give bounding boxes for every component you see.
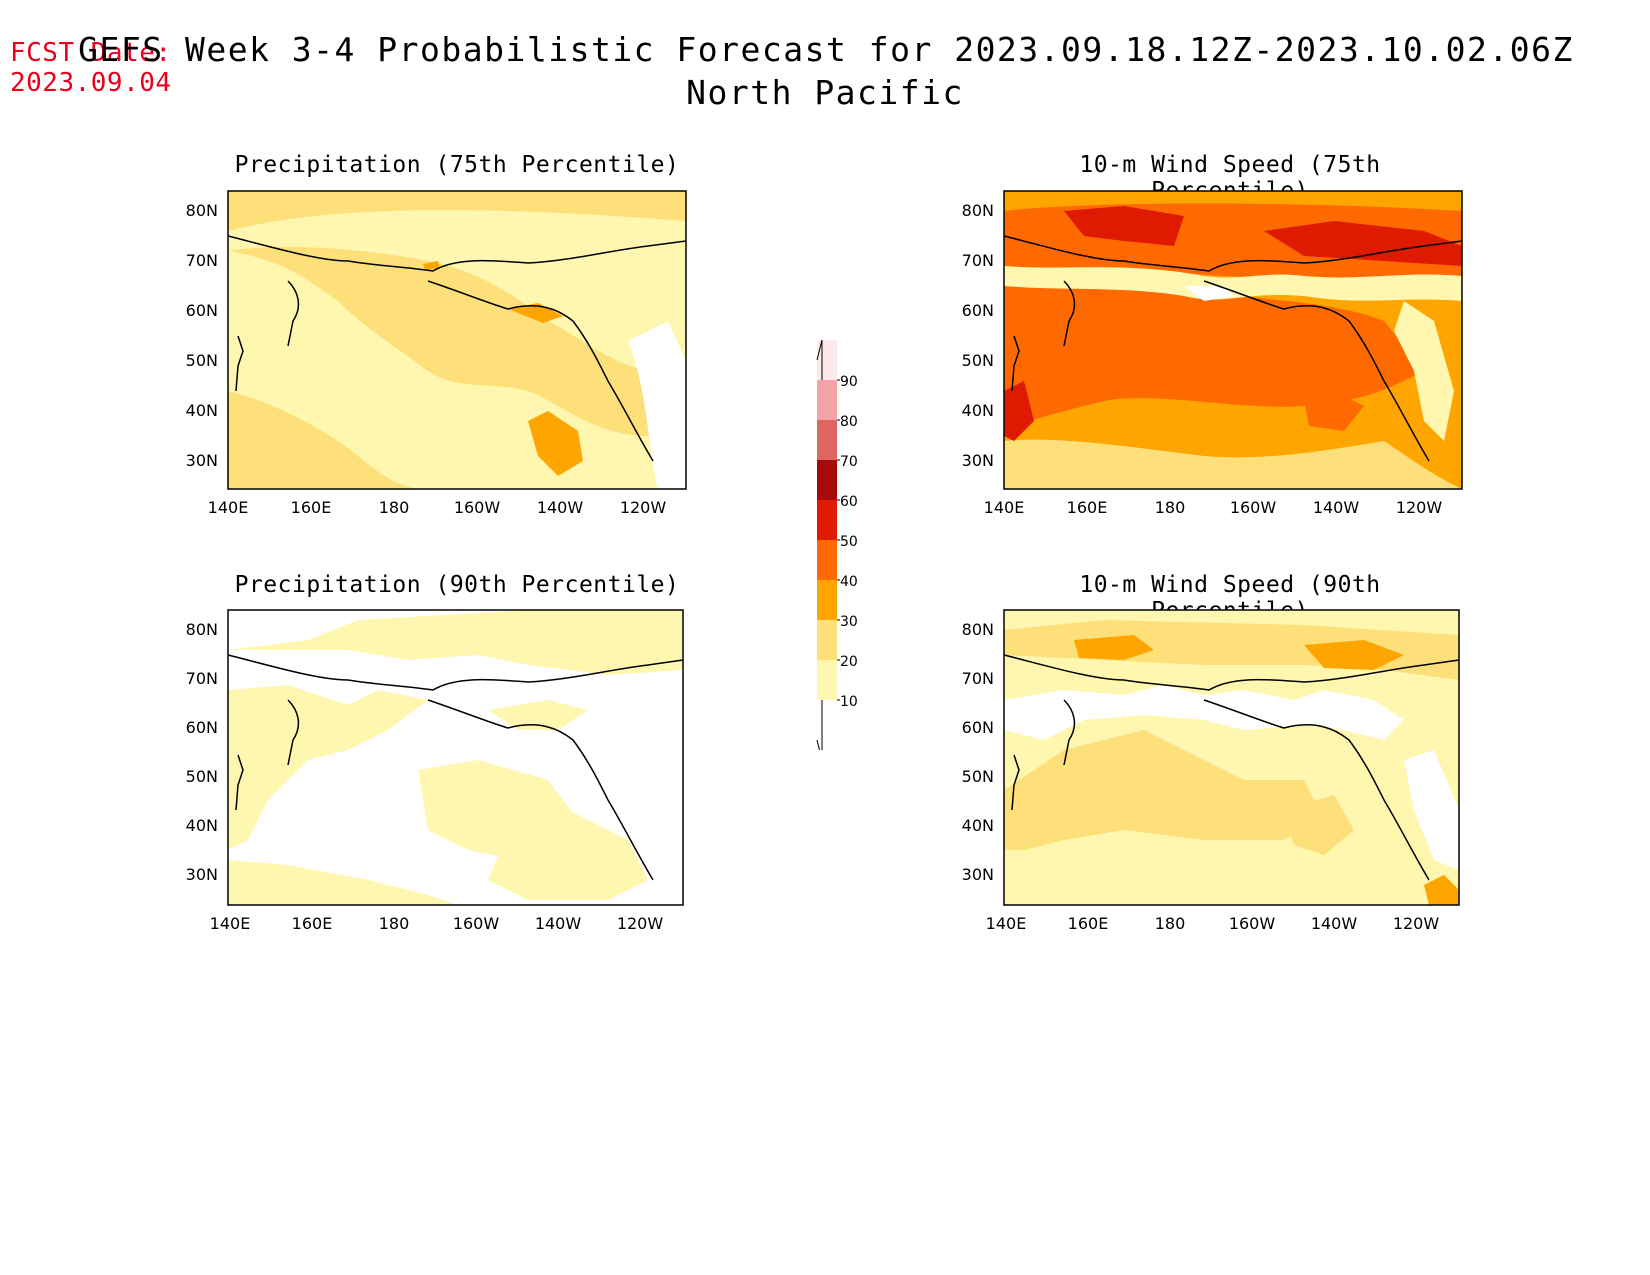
region-subtitle: North Pacific [686, 73, 964, 112]
lon-axis: 140E 160E 180 160W 140W 120W [986, 914, 1440, 933]
forecast-date-label: FCST Date: 2023.09.04 [10, 38, 172, 98]
lon-label: 180 [1155, 498, 1186, 517]
lon-label: 160W [1230, 498, 1277, 517]
lon-axis: 140E 160E 180 160W 140W 120W [984, 498, 1443, 517]
lat-axis: 80N 70N 60N 50N 40N 30N [186, 201, 218, 470]
lon-label: 180 [1155, 914, 1186, 933]
colorbar-label: 10 [840, 694, 858, 710]
lat-label: 60N [962, 301, 994, 320]
map-panel-wind-90: 80N 70N 60N 50N 40N 30N 140E 160E 180 16… [962, 609, 1460, 933]
colorbar-swatch [817, 660, 837, 700]
lon-label: 160E [1067, 498, 1108, 517]
page-title: GEFS Week 3-4 Probabilistic Forecast for… [0, 30, 1650, 112]
panel-title-precip-90: Precipitation (90th Percentile) [234, 572, 680, 598]
colorbar-label: 30 [840, 614, 858, 630]
lat-label: 70N [186, 669, 218, 688]
lon-label: 140E [986, 914, 1027, 933]
colorbar-label: 90 [840, 374, 858, 390]
colorbar-swatch [817, 460, 837, 500]
lon-label: 160W [1229, 914, 1276, 933]
colorbar-swatch [817, 380, 837, 420]
panel-title-precip-75: Precipitation (75th Percentile) [234, 152, 680, 178]
lat-label: 30N [186, 451, 218, 470]
fcst-date: 2023.09.04 [10, 68, 172, 98]
colorbar-label: 70 [840, 454, 858, 470]
lon-label: 140W [1311, 914, 1358, 933]
lon-label: 120W [1396, 498, 1443, 517]
map-panel-wind-75: 80N 70N 60N 50N 40N 30N 140E 160E 180 16… [962, 190, 1463, 517]
lat-label: 40N [186, 401, 218, 420]
lon-label: 140E [210, 914, 251, 933]
colorbar-label: 20 [840, 654, 858, 670]
lat-axis: 80N 70N 60N 50N 40N 30N [962, 620, 994, 884]
lon-label: 120W [617, 914, 664, 933]
lon-label: 160E [291, 498, 332, 517]
fcst-label: FCST Date: [10, 38, 172, 68]
lon-label: 160W [454, 498, 501, 517]
lat-label: 60N [186, 301, 218, 320]
lon-label: 160E [1068, 914, 1109, 933]
lat-axis: 80N 70N 60N 50N 40N 30N [186, 620, 218, 884]
lat-label: 30N [962, 865, 994, 884]
lon-label: 140E [984, 498, 1025, 517]
colorbar: 90 80 70 60 50 40 30 20 10 [816, 339, 858, 750]
colorbar-label: 80 [840, 414, 858, 430]
lon-label: 120W [1393, 914, 1440, 933]
lat-label: 30N [186, 865, 218, 884]
colorbar-swatch [817, 540, 837, 580]
lat-label: 60N [962, 718, 994, 737]
lon-axis: 140E 160E 180 160W 140W 120W [210, 914, 664, 933]
lon-label: 180 [379, 498, 410, 517]
lat-label: 30N [962, 451, 994, 470]
lat-label: 70N [962, 251, 994, 270]
map-panel-precip-75: 80N 70N 60N 50N 40N 30N 140E 160E 180 16… [186, 190, 687, 517]
colorbar-label: 40 [840, 574, 858, 590]
colorbar-label: 60 [840, 494, 858, 510]
lat-label: 50N [186, 351, 218, 370]
lon-label: 140W [537, 498, 584, 517]
lat-label: 60N [186, 718, 218, 737]
lat-label: 50N [962, 351, 994, 370]
lat-label: 50N [962, 767, 994, 786]
lon-label: 120W [620, 498, 667, 517]
lon-label: 140W [1313, 498, 1360, 517]
lat-label: 40N [962, 401, 994, 420]
colorbar-swatch [817, 620, 837, 660]
lon-label: 180 [379, 914, 410, 933]
colorbar-swatch [817, 500, 837, 540]
lon-axis: 140E 160E 180 160W 140W 120W [208, 498, 667, 517]
lon-label: 140E [208, 498, 249, 517]
lat-label: 80N [186, 620, 218, 639]
lat-label: 40N [962, 816, 994, 835]
lat-label: 70N [186, 251, 218, 270]
main-title: GEFS Week 3-4 Probabilistic Forecast for… [78, 30, 1574, 69]
colorbar-swatches [817, 340, 840, 701]
colorbar-swatch [817, 420, 837, 460]
lat-label: 80N [962, 201, 994, 220]
lat-label: 80N [186, 201, 218, 220]
map-panel-precip-90: 80N 70N 60N 50N 40N 30N 140E 160E 180 16… [186, 609, 684, 933]
lon-label: 160W [453, 914, 500, 933]
colorbar-label: 50 [840, 534, 858, 550]
lat-label: 40N [186, 816, 218, 835]
lat-axis: 80N 70N 60N 50N 40N 30N [962, 201, 994, 470]
lat-label: 50N [186, 767, 218, 786]
lat-label: 70N [962, 669, 994, 688]
lon-label: 140W [535, 914, 582, 933]
colorbar-swatch [817, 580, 837, 620]
colorbar-labels: 90 80 70 60 50 40 30 20 10 [840, 374, 858, 710]
lat-label: 80N [962, 620, 994, 639]
lon-label: 160E [292, 914, 333, 933]
